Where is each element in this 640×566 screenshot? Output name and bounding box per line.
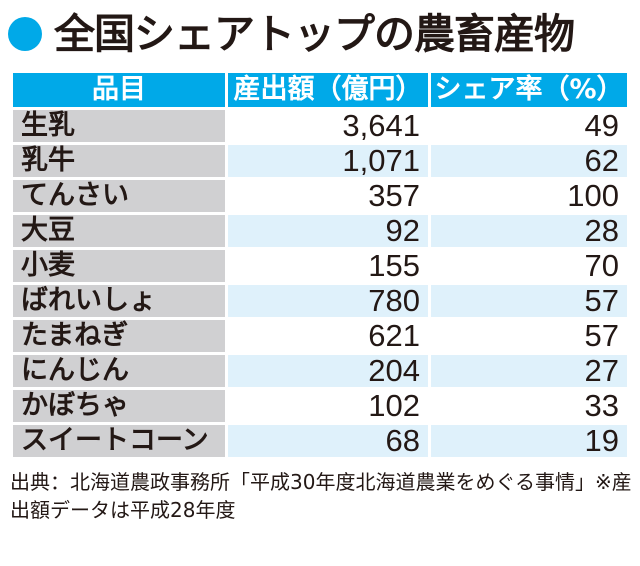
item-cell: てんさい	[13, 180, 225, 212]
item-cell: たまねぎ	[13, 320, 225, 352]
item-cell: 生乳	[13, 110, 225, 142]
value-cell: 1,071	[228, 145, 428, 177]
title-text: 全国シェアトップの農畜産物	[54, 10, 575, 58]
share-cell: 27	[431, 355, 627, 387]
header-item: 品目	[13, 73, 225, 107]
table-row: ばれいしょ 780 57	[13, 285, 627, 317]
value-cell: 780	[228, 285, 428, 317]
share-cell: 100	[567, 180, 619, 212]
item-cell: にんじん	[13, 355, 225, 387]
item-cell: 大豆	[13, 215, 225, 247]
data-table: 品目 産出額（億円） シェア率（%） 生乳 3,641 49 乳牛 1,071 62 てんさ…	[10, 70, 630, 460]
share-cell: 49	[584, 110, 619, 142]
table-row: 小麦 155 70	[13, 250, 627, 282]
item-cell: 乳牛	[13, 145, 225, 177]
share-cell: 62	[431, 145, 627, 177]
item-cell: 小麦	[13, 250, 225, 282]
item-cell: スイートコーン	[13, 425, 225, 457]
value-cell: 92	[228, 215, 428, 247]
value-cell: 155	[368, 250, 420, 282]
value-cell: 621	[368, 320, 420, 352]
share-cell: 28	[431, 215, 627, 247]
table-row: かぼちゃ 102 33	[13, 390, 627, 422]
title: 全国シェアトップの農畜産物	[8, 6, 632, 62]
value-cell: 68	[228, 425, 428, 457]
table-row: 乳牛 1,071 62	[13, 145, 627, 177]
table-row: てんさい 357 100	[13, 180, 627, 212]
share-cell: 19	[431, 425, 627, 457]
source-note: 出典：北海道農政事務所「平成30年度北海道農業をめぐる事情」※産出額データは平成…	[10, 470, 632, 522]
bullet-dot-icon	[8, 17, 42, 51]
header-value: 産出額（億円）	[228, 73, 428, 107]
item-cell: ばれいしょ	[13, 285, 225, 317]
value-cell: 357	[368, 180, 420, 212]
table-row: たまねぎ 621 57	[13, 320, 627, 352]
share-cell: 70	[584, 250, 619, 282]
table-row: にんじん 204 27	[13, 355, 627, 387]
value-cell: 102	[368, 390, 420, 422]
header-row: 品目 産出額（億円） シェア率（%）	[13, 73, 627, 107]
value-cell: 3,641	[342, 110, 420, 142]
table-row: 生乳 3,641 49	[13, 110, 627, 142]
value-cell: 204	[228, 355, 428, 387]
share-cell: 57	[431, 285, 627, 317]
table-row: スイートコーン 68 19	[13, 425, 627, 457]
item-cell: かぼちゃ	[13, 390, 225, 422]
table-row: 大豆 92 28	[13, 215, 627, 247]
header-share: シェア率（%）	[431, 73, 627, 107]
page: 全国シェアトップの農畜産物 品目 産出額（億円） シェア率（%） 生乳 3,641…	[8, 6, 632, 522]
table-body: 生乳 3,641 49 乳牛 1,071 62 てんさい 357 100 大豆 92 28 小麦 155 7…	[13, 110, 627, 457]
share-cell: 57	[584, 320, 619, 352]
share-cell: 33	[584, 390, 619, 422]
